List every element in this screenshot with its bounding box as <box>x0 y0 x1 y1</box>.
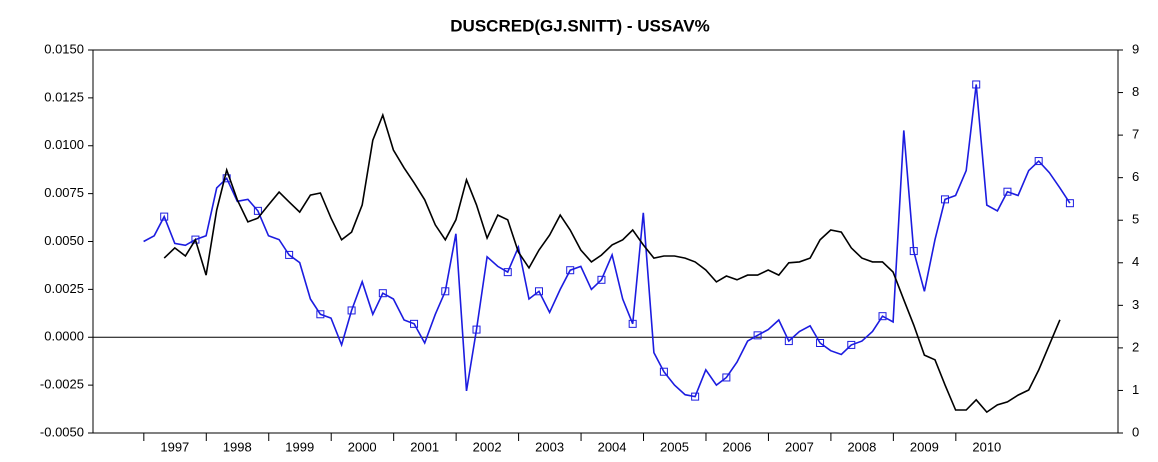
series-marker <box>160 212 169 221</box>
y2-tick-label: 8 <box>1132 84 1139 99</box>
x-tick-label: 2001 <box>410 439 439 454</box>
y2-tick-label: 3 <box>1132 297 1139 312</box>
series-marker <box>847 340 856 349</box>
series-marker <box>940 195 949 204</box>
series-line <box>163 112 1061 414</box>
series-marker <box>472 325 481 334</box>
x-tick-label: 1999 <box>285 439 314 454</box>
series-marker <box>347 306 356 315</box>
series-marker <box>753 331 762 340</box>
series-marker <box>253 206 262 215</box>
y2-tick-label: 1 <box>1132 382 1139 397</box>
series-marker <box>1034 157 1043 166</box>
x-tick-label: 2002 <box>473 439 502 454</box>
plot-frame <box>92 49 1119 434</box>
y-tick-label: 0.0025 <box>44 281 84 296</box>
series-marker <box>1065 199 1074 208</box>
series-marker <box>691 392 700 401</box>
x-tick-label: 1997 <box>160 439 189 454</box>
series-marker <box>566 266 575 275</box>
series-line <box>143 84 1071 398</box>
chart-title: DUSCRED(GJ.SNITT) - USSAV% <box>450 16 709 35</box>
x-tick-label: 2005 <box>660 439 689 454</box>
series-marker <box>534 287 543 296</box>
series-marker <box>191 235 200 244</box>
y-tick-label: 0.0050 <box>44 233 84 248</box>
series-marker <box>316 310 325 319</box>
x-tick-label: 2003 <box>535 439 564 454</box>
x-tick-label: 2004 <box>598 439 627 454</box>
series-marker <box>597 275 606 284</box>
y-tick-label: 0.0125 <box>44 89 84 104</box>
series-marker <box>784 337 793 346</box>
x-tick-label: 2009 <box>910 439 939 454</box>
series-marker <box>909 247 918 256</box>
series-marker <box>378 289 387 298</box>
series-marker <box>410 319 419 328</box>
series-marker <box>722 373 731 382</box>
series-marker <box>1003 187 1012 196</box>
y-tick-label: 0.0075 <box>44 185 84 200</box>
series-marker <box>816 338 825 347</box>
y2-tick-label: 5 <box>1132 212 1139 227</box>
series-marker <box>285 250 294 259</box>
y2-tick-label: 2 <box>1132 339 1139 354</box>
y2-tick-label: 6 <box>1132 169 1139 184</box>
y-tick-label: 0.0100 <box>44 137 84 152</box>
x-tick-label: 2006 <box>723 439 752 454</box>
y2-tick-label: 7 <box>1132 127 1139 142</box>
y2-tick-label: 4 <box>1132 254 1139 269</box>
series-marker <box>503 268 512 277</box>
y-tick-label: 0.0000 <box>44 329 84 344</box>
series-marker <box>441 287 450 296</box>
y2-tick-label: 0 <box>1132 424 1139 439</box>
x-tick-label: 2000 <box>348 439 377 454</box>
y-tick-label: -0.0025 <box>40 377 84 392</box>
x-tick-label: 2008 <box>847 439 876 454</box>
series-marker <box>972 80 981 89</box>
x-tick-label: 2007 <box>785 439 814 454</box>
series-marker <box>878 312 887 321</box>
y-tick-label: -0.0050 <box>40 424 84 439</box>
series-marker <box>628 319 637 328</box>
x-tick-label: 1998 <box>223 439 252 454</box>
series-marker <box>659 367 668 376</box>
x-tick-label: 2010 <box>972 439 1001 454</box>
y-tick-label: 0.0150 <box>44 41 84 56</box>
y2-tick-label: 9 <box>1132 41 1139 56</box>
